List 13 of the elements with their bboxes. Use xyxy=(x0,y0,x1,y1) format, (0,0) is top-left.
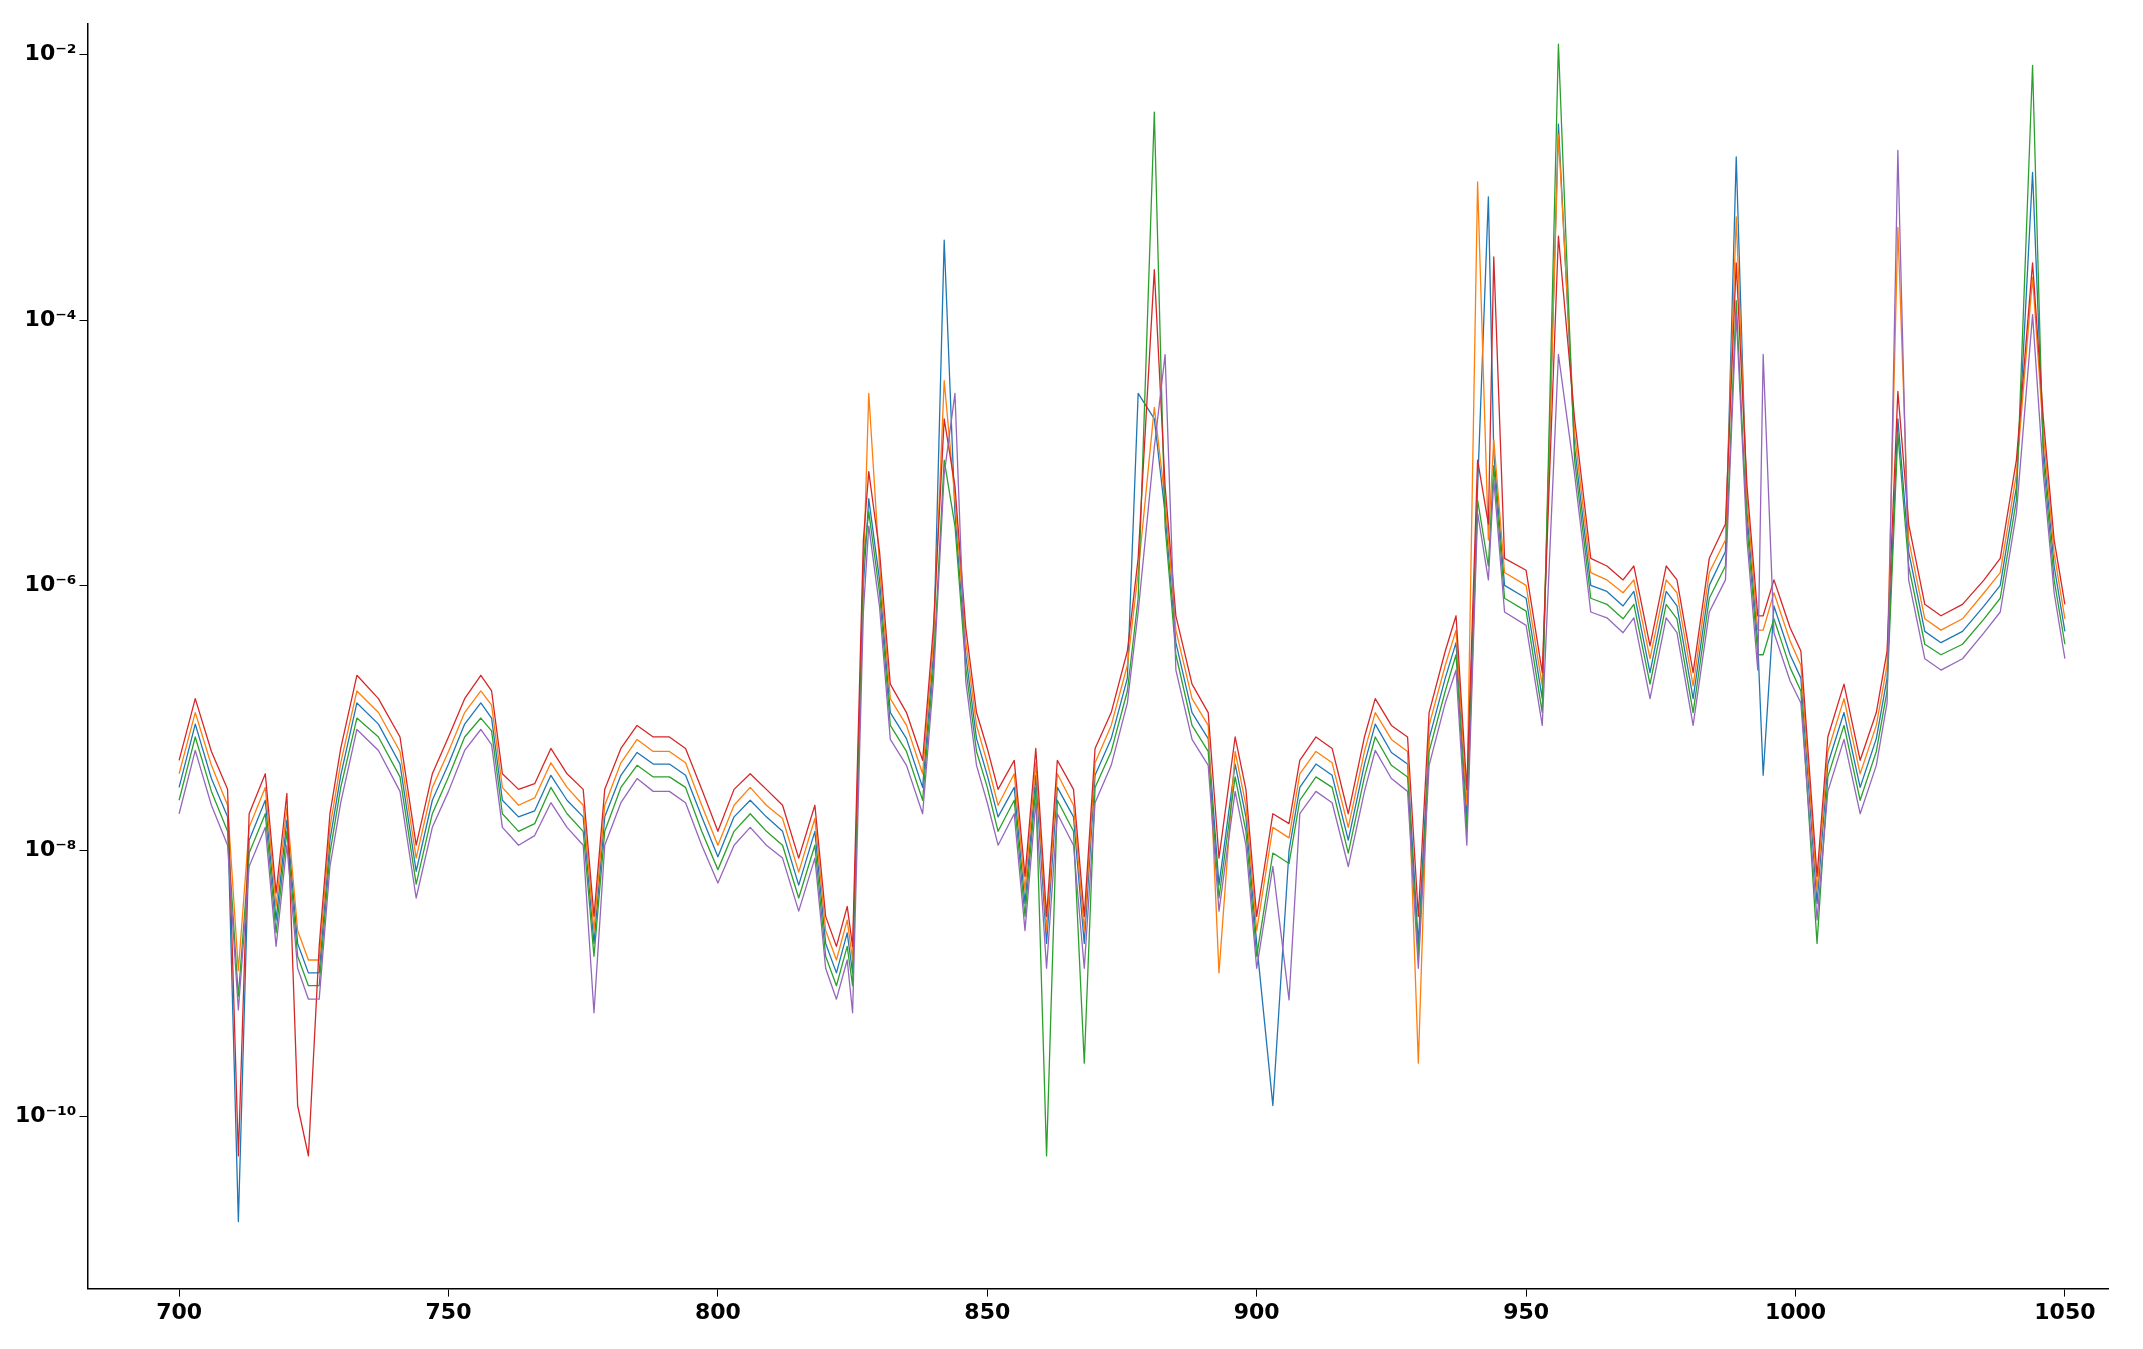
x-tick-label: 950 xyxy=(1503,1298,1550,1324)
x-tick-label: 800 xyxy=(694,1298,741,1324)
y-tick-label: 10⁻⁴ xyxy=(24,305,77,331)
x-tick-label: 1000 xyxy=(1764,1298,1827,1324)
x-tick-label: 750 xyxy=(425,1298,472,1324)
x-tick-label: 850 xyxy=(964,1298,1011,1324)
x-tick-label: 900 xyxy=(1233,1298,1280,1324)
y-tick-label: 10⁻⁸ xyxy=(24,836,77,862)
y-tick-label: 10⁻² xyxy=(24,40,77,66)
y-tick-label: 10⁻⁶ xyxy=(24,571,77,597)
x-tick-label: 700 xyxy=(156,1298,203,1324)
y-tick-label: 10⁻¹⁰ xyxy=(15,1101,77,1127)
x-tick-label: 1050 xyxy=(2034,1298,2096,1324)
